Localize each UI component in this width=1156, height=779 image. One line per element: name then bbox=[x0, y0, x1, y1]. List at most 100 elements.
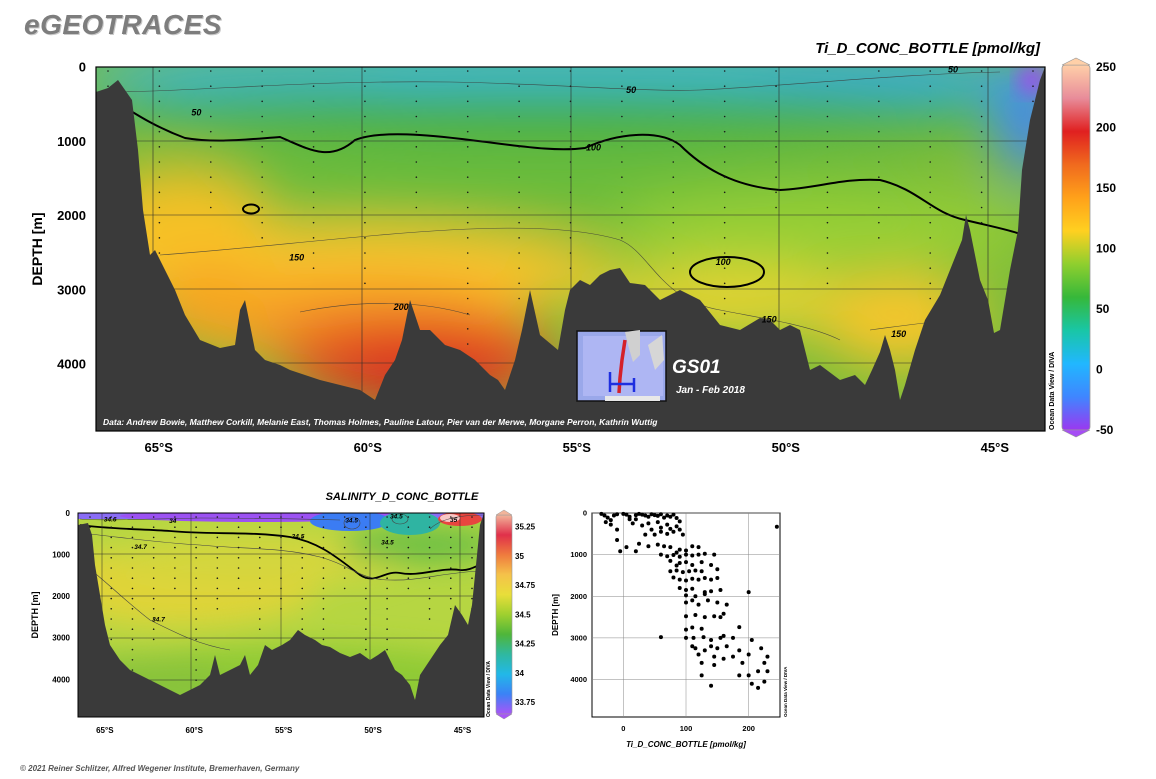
sample-dot bbox=[195, 597, 197, 600]
sample-dot bbox=[386, 526, 388, 528]
sample-dot bbox=[158, 100, 161, 103]
sample-dot bbox=[322, 597, 325, 600]
profile-point bbox=[665, 522, 670, 527]
sample-dot bbox=[216, 526, 219, 528]
sample-dot bbox=[110, 516, 113, 518]
sample-dot bbox=[775, 100, 777, 103]
sample-dot bbox=[878, 161, 880, 163]
sample-dot bbox=[878, 237, 880, 239]
salinity-contour-label: 34.5 bbox=[292, 534, 305, 541]
salinity-y-tick-label: 2000 bbox=[52, 592, 70, 601]
profile-point bbox=[765, 669, 770, 674]
sample-dot bbox=[131, 618, 134, 620]
sample-dot bbox=[322, 526, 325, 528]
sample-dot bbox=[826, 146, 829, 148]
sample-dot bbox=[878, 70, 880, 72]
sample-dot bbox=[449, 567, 452, 569]
sample-dot bbox=[723, 146, 726, 148]
sample-dot bbox=[322, 536, 325, 539]
profile-point bbox=[696, 552, 701, 557]
sample-dot bbox=[301, 567, 304, 569]
main-colorbar-label: 250 bbox=[1096, 60, 1116, 74]
profile-point bbox=[649, 512, 654, 517]
sample-dot bbox=[471, 526, 473, 528]
sample-dot bbox=[131, 526, 134, 528]
sample-dot bbox=[449, 587, 452, 590]
sample-dot bbox=[261, 176, 263, 178]
sample-dot bbox=[929, 161, 932, 163]
sample-dot bbox=[158, 70, 161, 72]
sample-dot bbox=[195, 516, 197, 518]
sample-dot bbox=[258, 557, 261, 559]
profile-point bbox=[684, 635, 688, 640]
main-contour-label: 100 bbox=[716, 257, 731, 267]
profile-point bbox=[715, 575, 720, 580]
profile-point bbox=[605, 515, 610, 520]
main-colorbar-label: -50 bbox=[1096, 423, 1114, 437]
sample-dot bbox=[449, 577, 452, 579]
sample-dot bbox=[365, 608, 367, 610]
sample-dot bbox=[152, 546, 155, 549]
profile-point bbox=[712, 662, 717, 667]
sample-dot bbox=[158, 176, 161, 178]
salinity-y-tick-label: 0 bbox=[66, 509, 71, 518]
sample-dot bbox=[364, 161, 366, 163]
sample-dot bbox=[364, 130, 366, 133]
profile-point bbox=[724, 602, 729, 607]
sample-dot bbox=[672, 267, 675, 269]
profile-point bbox=[731, 635, 735, 640]
sample-dot bbox=[449, 536, 452, 539]
profile-point bbox=[668, 569, 673, 574]
sample-dot bbox=[929, 130, 932, 133]
sample-dot bbox=[343, 516, 346, 518]
sample-dot bbox=[110, 608, 113, 610]
profile-point bbox=[765, 654, 770, 659]
profile-point bbox=[712, 654, 717, 659]
sample-dot bbox=[518, 130, 520, 133]
sample-dot bbox=[174, 587, 176, 590]
profile-point bbox=[702, 592, 707, 597]
profile-point bbox=[658, 529, 663, 534]
profile-point bbox=[615, 512, 620, 517]
sample-dot bbox=[621, 161, 623, 163]
sample-dot bbox=[466, 70, 469, 72]
sample-dot bbox=[209, 100, 212, 103]
sample-dot bbox=[261, 100, 263, 103]
sample-dot bbox=[301, 516, 304, 518]
sample-dot bbox=[312, 70, 315, 72]
sample-dot bbox=[929, 70, 932, 72]
sample-dot bbox=[312, 206, 315, 209]
profile-point bbox=[687, 569, 692, 574]
sample-dot bbox=[723, 161, 726, 163]
sample-dot bbox=[621, 130, 623, 133]
profile-point bbox=[699, 660, 704, 665]
sample-dot bbox=[466, 343, 469, 345]
sample-dot bbox=[158, 221, 161, 224]
sample-dot bbox=[364, 115, 366, 118]
sample-dot bbox=[386, 567, 388, 569]
profile-point bbox=[680, 570, 685, 575]
profile-point bbox=[671, 512, 676, 517]
sample-dot bbox=[312, 100, 315, 103]
sample-dot bbox=[518, 221, 520, 224]
profile-point bbox=[709, 563, 714, 568]
main-contour-label: 150 bbox=[762, 315, 777, 325]
sample-dot bbox=[107, 85, 109, 87]
sample-dot bbox=[174, 526, 176, 528]
profile-point bbox=[677, 519, 682, 524]
main-contour-label: 150 bbox=[891, 329, 906, 339]
sample-dot bbox=[365, 628, 367, 630]
sample-dot bbox=[415, 206, 418, 209]
sample-dot bbox=[980, 191, 983, 194]
sample-dot bbox=[466, 85, 469, 87]
main-colorbar-label: 50 bbox=[1096, 302, 1110, 316]
main-y-axis-label: DEPTH [m] bbox=[29, 212, 45, 285]
sample-dot bbox=[301, 526, 304, 528]
profile-point bbox=[615, 527, 620, 532]
sample-dot bbox=[428, 618, 431, 620]
profile-point bbox=[746, 673, 751, 678]
profile-point bbox=[668, 545, 673, 550]
sample-dot bbox=[174, 557, 176, 559]
sample-dot bbox=[775, 206, 777, 209]
profile-point bbox=[696, 545, 701, 550]
